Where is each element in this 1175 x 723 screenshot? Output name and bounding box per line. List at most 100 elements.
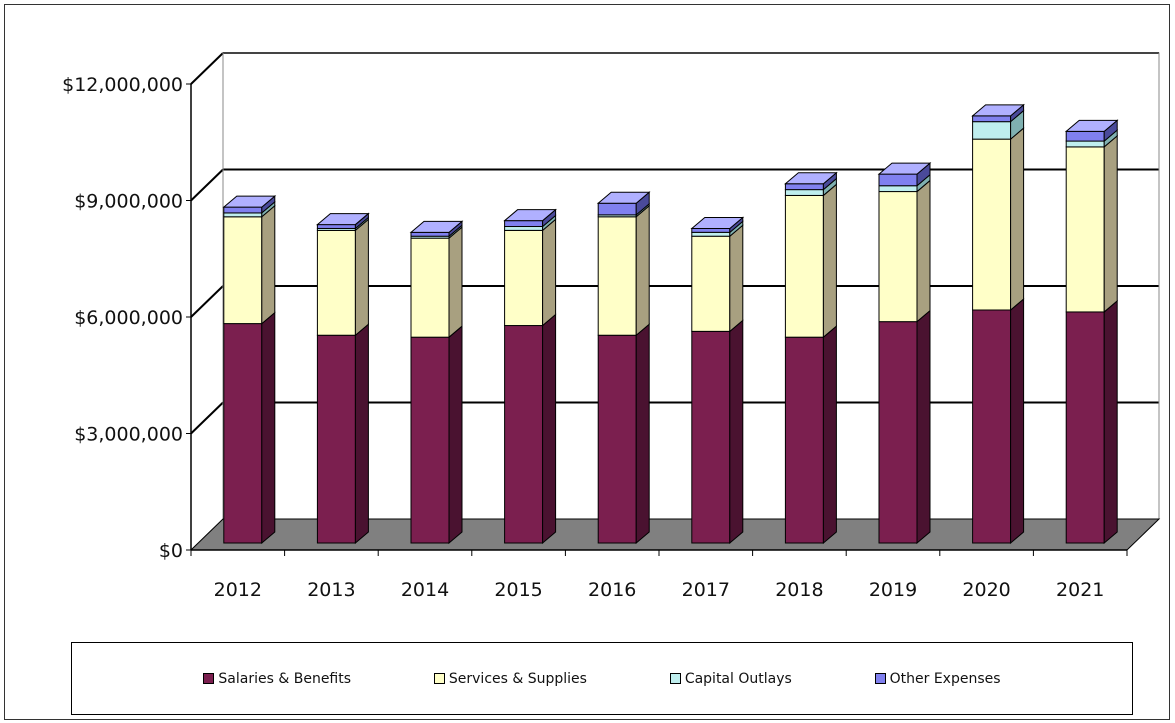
bar-2018-capital-outlays: [784, 189, 824, 196]
bar-2020-salaries-benefits: [972, 309, 1012, 544]
stacked-bar-chart: $0 $3,000,000 $6,000,000 $9,000,000 $12,000,…: [62, 51, 1161, 601]
bar-side-2015-services-supplies: [542, 218, 557, 327]
bar-side-2014-salaries-benefits: [448, 325, 463, 545]
bar-2021-other-expenses: [1065, 130, 1105, 142]
bar-side-2015-salaries-benefits: [542, 313, 557, 545]
y-tick-label: $0: [159, 540, 183, 562]
bar-side-2018-salaries-benefits: [822, 325, 837, 545]
bar-2013-other-expenses: [316, 224, 356, 229]
bar-side-2014-services-supplies: [448, 226, 463, 339]
bar-top-2015: [503, 209, 557, 222]
bar-2017-other-expenses: [691, 227, 731, 233]
bar-side-2012-services-supplies: [261, 204, 276, 325]
bar-2016-salaries-benefits: [597, 334, 637, 544]
bar-side-2020-salaries-benefits: [1010, 297, 1025, 545]
x-tick-label: 2012: [214, 579, 262, 601]
bar-top-2017: [690, 216, 745, 229]
bar-2014-salaries-benefits: [410, 336, 450, 544]
bar-2019-capital-outlays: [878, 185, 918, 193]
bar-2012-other-expenses: [223, 206, 263, 214]
bar-side-2013-salaries-benefits: [354, 323, 369, 545]
x-tick-label: 2013: [307, 579, 355, 601]
bar-2012-salaries-benefits: [223, 323, 263, 544]
bar-2014-services-supplies: [410, 237, 450, 338]
x-tick-label: 2015: [494, 579, 542, 601]
bar-side-2013-services-supplies: [354, 218, 369, 337]
bar-2018-salaries-benefits: [784, 336, 824, 544]
bar-2015-other-expenses: [504, 220, 544, 228]
bar-side-2019-salaries-benefits: [916, 309, 931, 545]
x-tick-label: 2017: [682, 579, 730, 601]
bar-top-2020: [971, 104, 1025, 117]
bar-side-2017-salaries-benefits: [729, 319, 744, 545]
bar-2020-capital-outlays: [972, 121, 1012, 140]
bar-2020-other-expenses: [972, 115, 1012, 123]
bar-2021-capital-outlays: [1065, 140, 1105, 148]
x-tick-label: 2021: [1056, 579, 1104, 601]
bar-2021-salaries-benefits: [1065, 311, 1105, 544]
legend-item-capital-outlays: Capital Outlays: [669, 670, 792, 687]
bar-side-2012-salaries-benefits: [261, 311, 276, 545]
bar-top-2016: [596, 191, 651, 204]
gridline-depth: [190, 401, 224, 435]
x-tick-label: 2014: [401, 579, 449, 601]
bar-side-2016-salaries-benefits: [635, 323, 650, 545]
bar-2017-capital-outlays: [691, 231, 731, 237]
bar-side-2019-services-supplies: [916, 179, 931, 323]
legend-label: Services & Supplies: [448, 670, 587, 687]
legend-item-services-supplies: Services & Supplies: [433, 670, 587, 687]
legend-label: Other Expenses: [889, 670, 1001, 687]
legend-swatch: [669, 673, 681, 684]
x-tick-label: 2018: [775, 579, 823, 601]
y-tick-label: $6,000,000: [74, 307, 183, 329]
bar-side-2021-salaries-benefits: [1103, 299, 1118, 545]
y-tick-label: $9,000,000: [74, 191, 183, 213]
bar-top-2019: [877, 162, 932, 175]
bar-2016-services-supplies: [597, 216, 637, 336]
y-tick-label: $12,000,000: [62, 74, 183, 96]
x-tick-label: 2020: [962, 579, 1010, 601]
legend-swatch: [203, 673, 215, 684]
bar-2021-services-supplies: [1065, 146, 1105, 313]
bar-2015-salaries-benefits: [504, 325, 544, 544]
bar-top-2021: [1064, 119, 1119, 132]
bar-2012-services-supplies: [223, 216, 263, 325]
bar-2015-capital-outlays: [504, 226, 544, 231]
x-tick-label: 2019: [869, 579, 917, 601]
bar-2012-capital-outlays: [223, 212, 263, 218]
bar-top-2014: [409, 220, 464, 233]
bar-2018-other-expenses: [784, 183, 824, 191]
legend: Salaries & Benefits Services & Supplies Ca…: [71, 642, 1133, 715]
bar-2019-services-supplies: [878, 191, 918, 323]
legend-item-salaries-benefits: Salaries & Benefits: [203, 671, 351, 687]
bar-2013-services-supplies: [316, 229, 356, 336]
bar-top-2018: [784, 172, 838, 185]
legend-swatch: [433, 673, 445, 684]
bar-2020-services-supplies: [972, 138, 1012, 311]
chart-frame: $0 $3,000,000 $6,000,000 $9,000,000 $12,000,…: [4, 4, 1170, 720]
bar-2019-salaries-benefits: [878, 321, 918, 544]
legend-swatch: [874, 673, 886, 684]
bar-2019-other-expenses: [878, 173, 918, 187]
bar-side-2018-services-supplies: [822, 183, 837, 339]
legend-label: Capital Outlays: [684, 670, 792, 687]
gridline-depth: [190, 285, 224, 318]
bar-2018-services-supplies: [784, 194, 824, 338]
bar-2017-services-supplies: [691, 235, 731, 332]
bar-2017-salaries-benefits: [691, 330, 731, 544]
bar-side-2021-services-supplies: [1103, 134, 1118, 314]
bar-side-2017-services-supplies: [729, 224, 744, 333]
bar-2015-services-supplies: [504, 229, 544, 327]
legend-label: Salaries & Benefits: [218, 670, 352, 687]
gridline-depth: [190, 52, 224, 85]
gridline-depth: [190, 168, 224, 202]
legend-item-other-expenses: Other Expenses: [874, 670, 1001, 687]
bar-side-2016-services-supplies: [635, 204, 650, 337]
bar-2016-other-expenses: [597, 202, 637, 216]
x-tick-label: 2016: [588, 579, 636, 601]
bar-top-2012: [222, 195, 277, 208]
bar-2013-salaries-benefits: [316, 334, 356, 544]
bar-side-2020-services-supplies: [1010, 127, 1025, 312]
bar-top-2013: [316, 213, 370, 226]
bar-2014-other-expenses: [410, 231, 450, 237]
